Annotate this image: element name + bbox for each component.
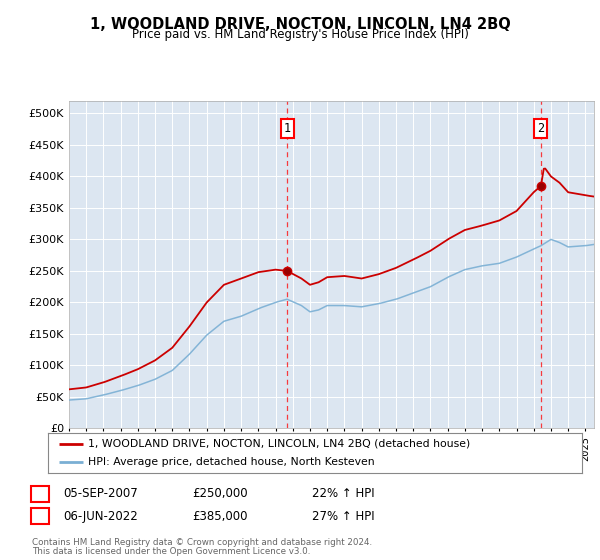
Text: £385,000: £385,000 xyxy=(192,510,248,523)
Text: 1: 1 xyxy=(284,122,290,135)
Text: HPI: Average price, detached house, North Kesteven: HPI: Average price, detached house, Nort… xyxy=(88,458,374,467)
Text: 06-JUN-2022: 06-JUN-2022 xyxy=(63,510,138,523)
Text: £250,000: £250,000 xyxy=(192,487,248,501)
Text: 1: 1 xyxy=(37,487,44,501)
Text: 05-SEP-2007: 05-SEP-2007 xyxy=(63,487,138,501)
Text: 2: 2 xyxy=(37,510,44,523)
Text: 1, WOODLAND DRIVE, NOCTON, LINCOLN, LN4 2BQ: 1, WOODLAND DRIVE, NOCTON, LINCOLN, LN4 … xyxy=(89,17,511,32)
Text: 1, WOODLAND DRIVE, NOCTON, LINCOLN, LN4 2BQ (detached house): 1, WOODLAND DRIVE, NOCTON, LINCOLN, LN4 … xyxy=(88,439,470,449)
Text: This data is licensed under the Open Government Licence v3.0.: This data is licensed under the Open Gov… xyxy=(32,548,310,557)
Text: Price paid vs. HM Land Registry's House Price Index (HPI): Price paid vs. HM Land Registry's House … xyxy=(131,28,469,41)
Text: 27% ↑ HPI: 27% ↑ HPI xyxy=(312,510,374,523)
Text: 2: 2 xyxy=(538,122,545,135)
Text: 22% ↑ HPI: 22% ↑ HPI xyxy=(312,487,374,501)
Text: Contains HM Land Registry data © Crown copyright and database right 2024.: Contains HM Land Registry data © Crown c… xyxy=(32,539,372,548)
